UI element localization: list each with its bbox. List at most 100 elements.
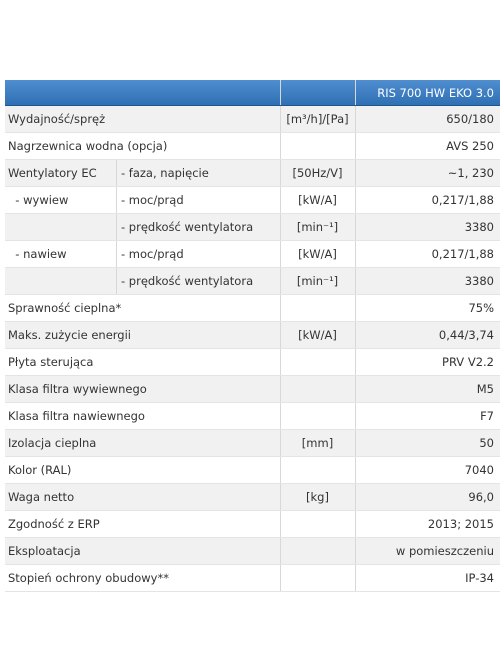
row-value: AVS 250: [446, 139, 494, 153]
table-row: - nawiew - moc/prąd [kW/A] 0,217/1,88: [5, 241, 500, 268]
table-row: Wentylatory EC - faza, napięcie [50Hz/V] ~1…: [5, 160, 500, 187]
row-unit: [min⁻¹]: [296, 220, 339, 234]
row-label: Izolacja cieplna: [8, 436, 97, 450]
divider: [355, 268, 356, 294]
table-row: - wywiew - moc/prąd [kW/A] 0,217/1,88: [5, 187, 500, 214]
row-unit: [50Hz/V]: [292, 166, 343, 180]
table-row: Wydajność/spręż [m³/h]/[Pa] 650/180: [5, 106, 500, 133]
row-unit: [kW/A]: [298, 328, 337, 342]
row-unit: [min⁻¹]: [296, 274, 339, 288]
row-value: M5: [476, 382, 494, 396]
row-value: 3380: [464, 274, 494, 288]
row-label: Stopień ochrony obudowy**: [8, 571, 169, 585]
row-value: 2013; 2015: [427, 517, 494, 531]
divider: [280, 241, 281, 267]
divider: [280, 430, 281, 456]
row-value: 0,217/1,88: [431, 247, 494, 261]
divider: [355, 349, 356, 375]
divider: [355, 214, 356, 240]
row-label: Eksploatacja: [8, 544, 81, 558]
divider: [280, 457, 281, 483]
row-value: ~1, 230: [447, 166, 494, 180]
divider: [355, 322, 356, 348]
divider: [355, 376, 356, 402]
divider: [280, 214, 281, 240]
row-label: Wydajność/spręż: [8, 112, 106, 126]
table-row: Klasa filtra nawiewnego F7: [5, 403, 500, 430]
row-label: Klasa filtra wywiewnego: [8, 382, 147, 396]
divider: [116, 187, 117, 213]
divider: [280, 349, 281, 375]
row-sublabel: - moc/prąd: [121, 193, 184, 207]
divider: [355, 484, 356, 510]
divider: [280, 133, 281, 159]
table-row: - prędkość wentylatora [min⁻¹] 3380: [5, 268, 500, 295]
row-value: 50: [479, 436, 494, 450]
divider: [355, 538, 356, 564]
table-row: Waga netto [kg] 96,0: [5, 484, 500, 511]
row-label: Klasa filtra nawiewnego: [8, 409, 145, 423]
row-unit: [mm]: [301, 436, 334, 450]
row-value: PRV V2.2: [442, 355, 494, 369]
row-sublabel: - prędkość wentylatora: [121, 274, 254, 288]
divider: [116, 214, 117, 240]
row-label: Płyta sterująca: [8, 355, 94, 369]
divider: [280, 322, 281, 348]
spec-table: RIS 700 HW EKO 3.0 Wydajność/spręż [m³/h]…: [5, 80, 500, 592]
row-sublabel: - prędkość wentylatora: [121, 220, 254, 234]
table-row: Kolor (RAL) 7040: [5, 457, 500, 484]
divider: [280, 106, 281, 132]
table-row: Izolacja cieplna [mm] 50: [5, 430, 500, 457]
row-label: Nagrzewnica wodna (opcja): [8, 139, 168, 153]
row-label: Waga netto: [8, 490, 75, 504]
divider: [355, 430, 356, 456]
table-row: Zgodność z ERP 2013; 2015: [5, 511, 500, 538]
row-sublabel: - moc/prąd: [121, 247, 184, 261]
divider: [280, 376, 281, 402]
table-header: RIS 700 HW EKO 3.0: [5, 80, 500, 106]
table-row: Eksploatacja w pomieszczeniu: [5, 538, 500, 565]
divider: [280, 538, 281, 564]
row-label: Sprawność cieplna*: [8, 301, 122, 315]
divider: [280, 160, 281, 186]
row-label: Maks. zużycie energii: [8, 328, 132, 342]
divider: [280, 80, 281, 105]
divider: [280, 295, 281, 321]
row-unit: [kg]: [306, 490, 329, 504]
divider: [280, 187, 281, 213]
row-value: 75%: [468, 301, 494, 315]
row-label: Wentylatory EC: [8, 166, 97, 180]
divider: [280, 268, 281, 294]
divider: [280, 484, 281, 510]
row-value: IP-34: [465, 571, 494, 585]
row-unit: [m³/h]/[Pa]: [286, 112, 349, 126]
row-label: Kolor (RAL): [8, 463, 72, 477]
row-label: - nawiew: [8, 247, 67, 261]
divider: [355, 295, 356, 321]
table-row: Sprawność cieplna* 75%: [5, 295, 500, 322]
row-value: 3380: [464, 220, 494, 234]
row-value: 7040: [464, 463, 494, 477]
table-row: Płyta sterująca PRV V2.2: [5, 349, 500, 376]
table-row: Stopień ochrony obudowy** IP-34: [5, 565, 500, 592]
row-value: w pomieszczeniu: [395, 544, 494, 558]
row-unit: [kW/A]: [298, 193, 337, 207]
table-row: Klasa filtra wywiewnego M5: [5, 376, 500, 403]
row-label: - wywiew: [8, 193, 69, 207]
row-value: F7: [480, 409, 494, 423]
row-value: 96,0: [468, 490, 494, 504]
divider: [280, 403, 281, 429]
header-title: RIS 700 HW EKO 3.0: [377, 86, 494, 100]
divider: [280, 511, 281, 537]
row-unit: [kW/A]: [298, 247, 337, 261]
table-row: - prędkość wentylatora [min⁻¹] 3380: [5, 214, 500, 241]
divider: [116, 160, 117, 186]
divider: [355, 241, 356, 267]
row-value: 650/180: [446, 112, 494, 126]
row-value: 0,217/1,88: [431, 193, 494, 207]
divider: [355, 80, 356, 105]
row-value: 0,44/3,74: [438, 328, 494, 342]
divider: [280, 565, 281, 591]
divider: [116, 241, 117, 267]
